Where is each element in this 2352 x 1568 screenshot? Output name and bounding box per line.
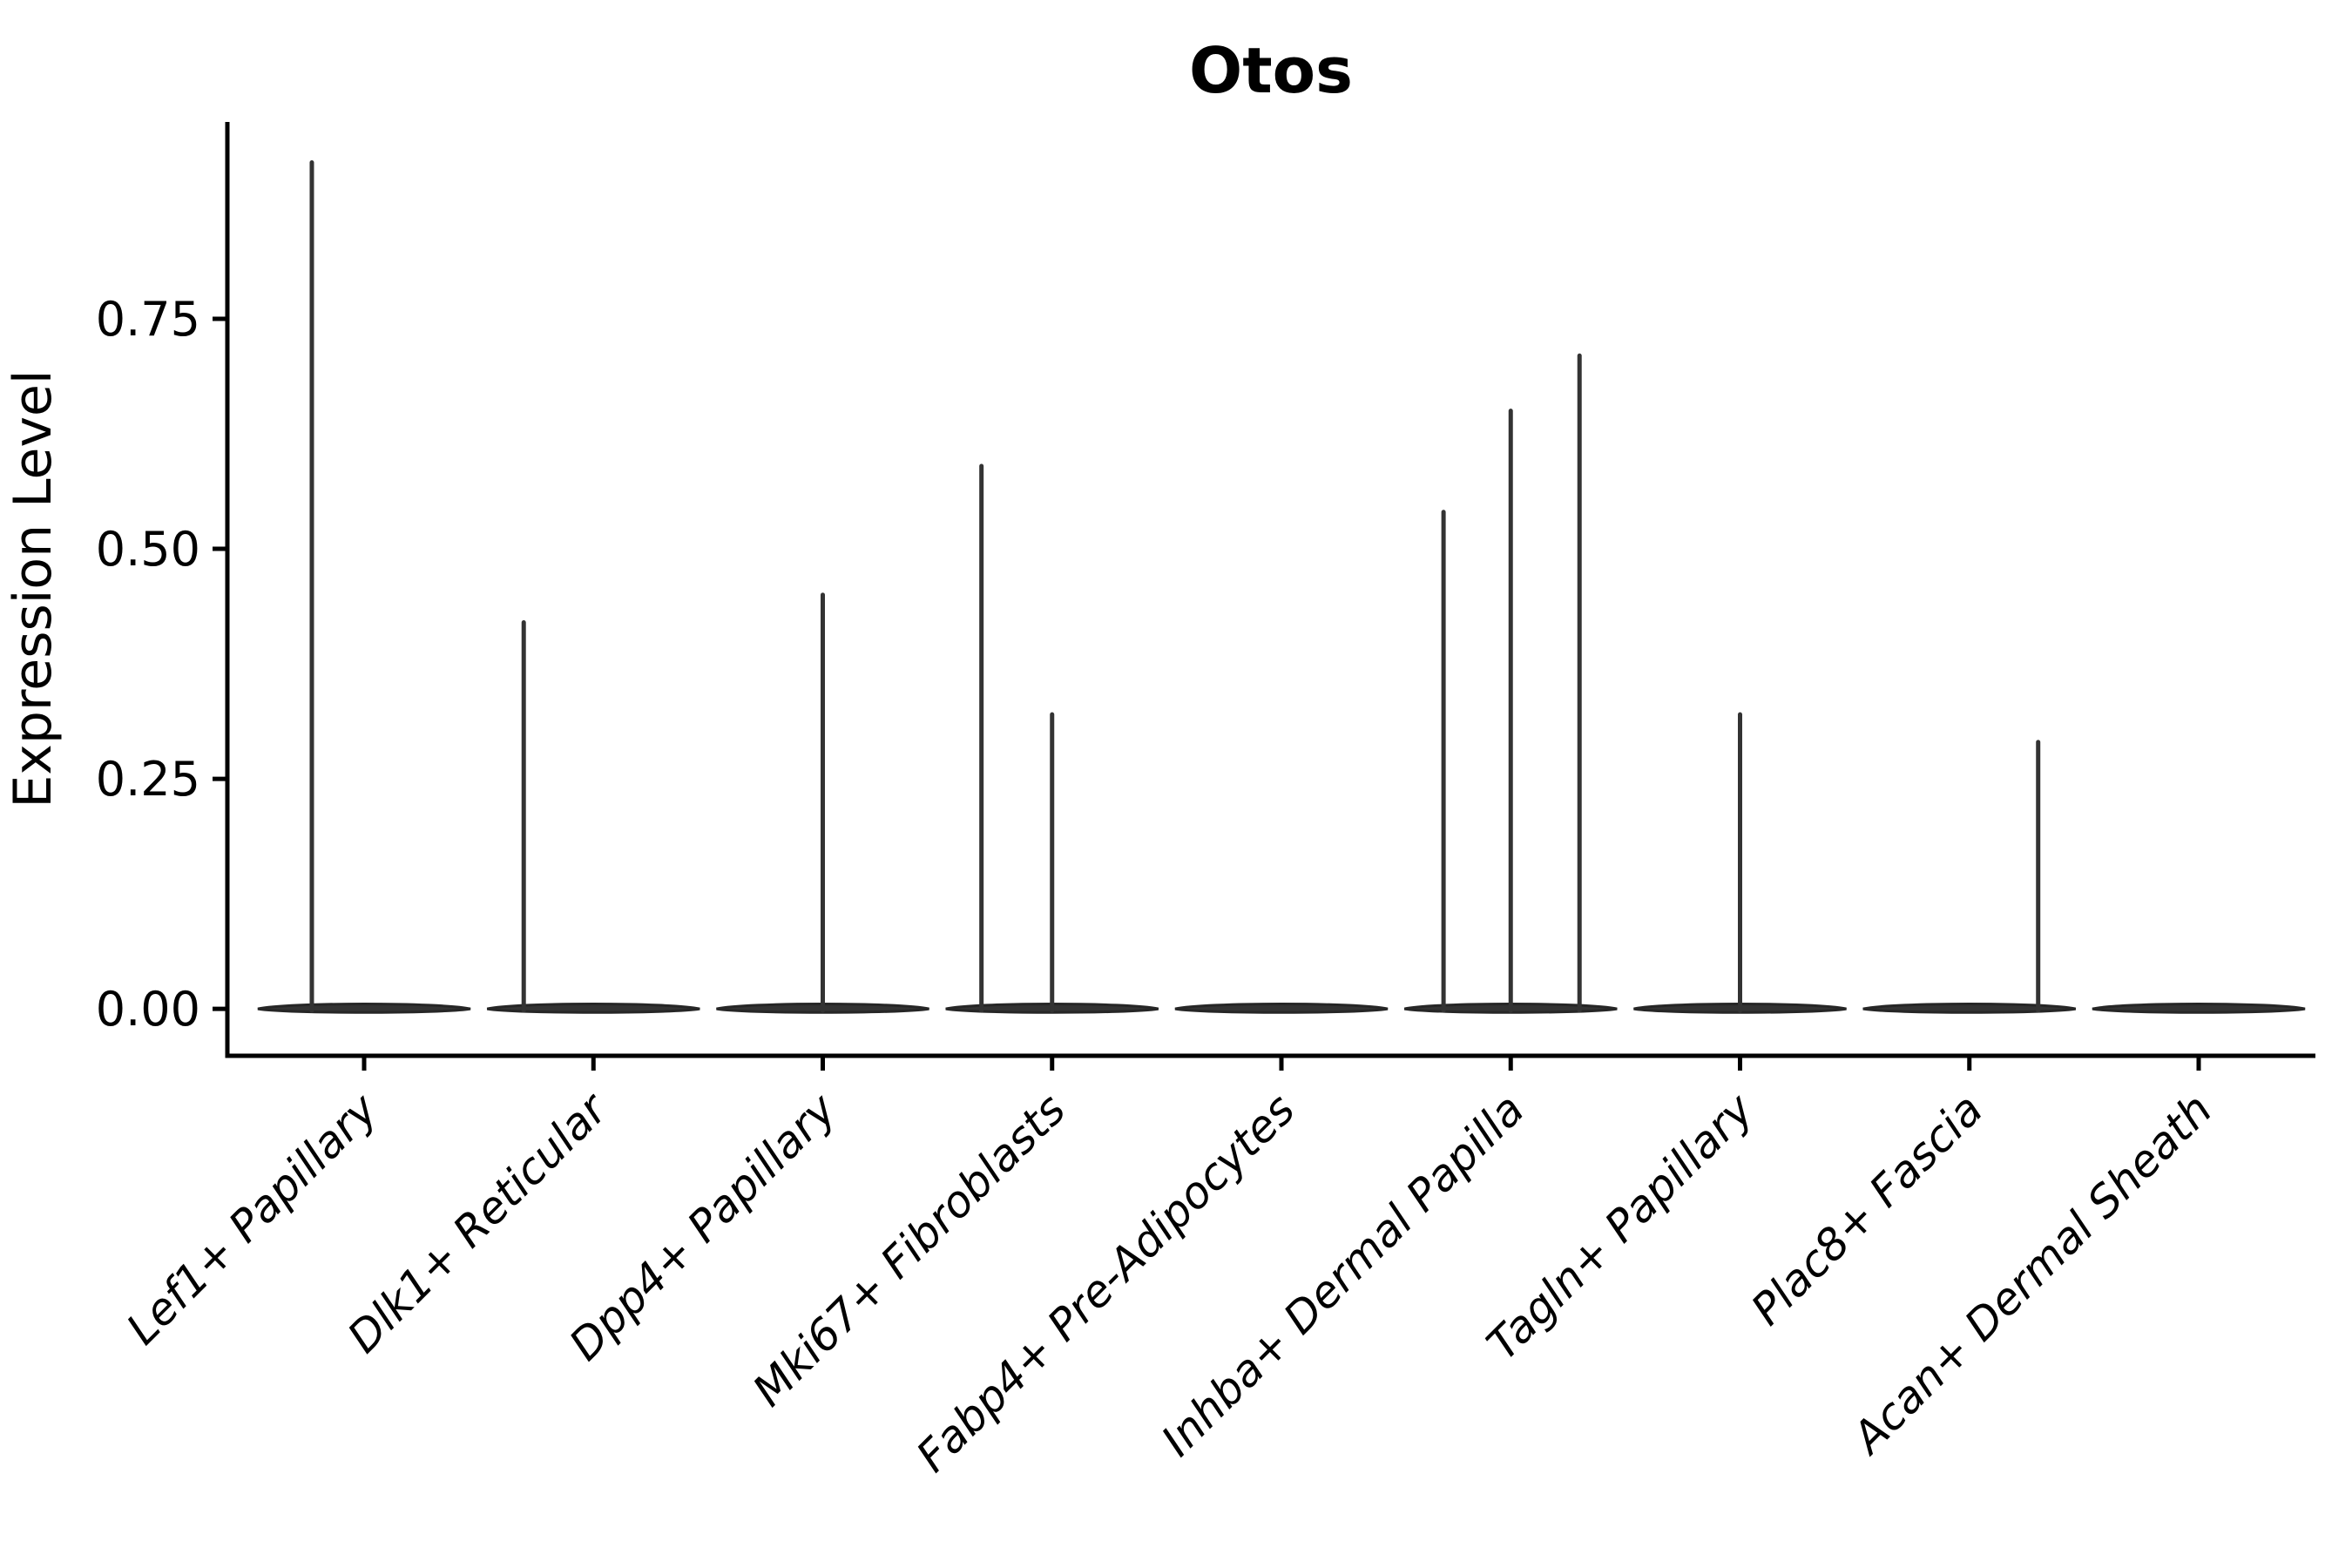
y-tick-label: 0.50 xyxy=(96,522,200,577)
x-tick-label: Lef1+ Papillary xyxy=(117,1083,388,1354)
x-tick-label: Plac8+ Fascia xyxy=(1741,1084,1992,1335)
x-tick-label: Inhba+ Dermal Papilla xyxy=(1152,1084,1533,1465)
y-tick-label: 0.25 xyxy=(96,752,200,807)
violin-body xyxy=(486,1003,700,1014)
violin-body xyxy=(1862,1003,2077,1014)
violin-body xyxy=(257,1003,471,1014)
violin-body xyxy=(2092,1003,2306,1014)
axes-layer xyxy=(213,122,2315,1071)
y-tick-label: 0.00 xyxy=(96,982,200,1037)
chart-title: Otos xyxy=(1189,34,1353,107)
y-axis-label: Expression Level xyxy=(3,369,64,808)
x-tick-label: Acan+ Dermal Sheath xyxy=(1842,1084,2222,1464)
violins-layer xyxy=(257,159,2306,1014)
y-tick-label: 0.75 xyxy=(96,292,200,347)
violin-body xyxy=(1174,1003,1389,1014)
x-tick-label: Fabp4+ Pre-Adipocytes xyxy=(907,1084,1305,1482)
